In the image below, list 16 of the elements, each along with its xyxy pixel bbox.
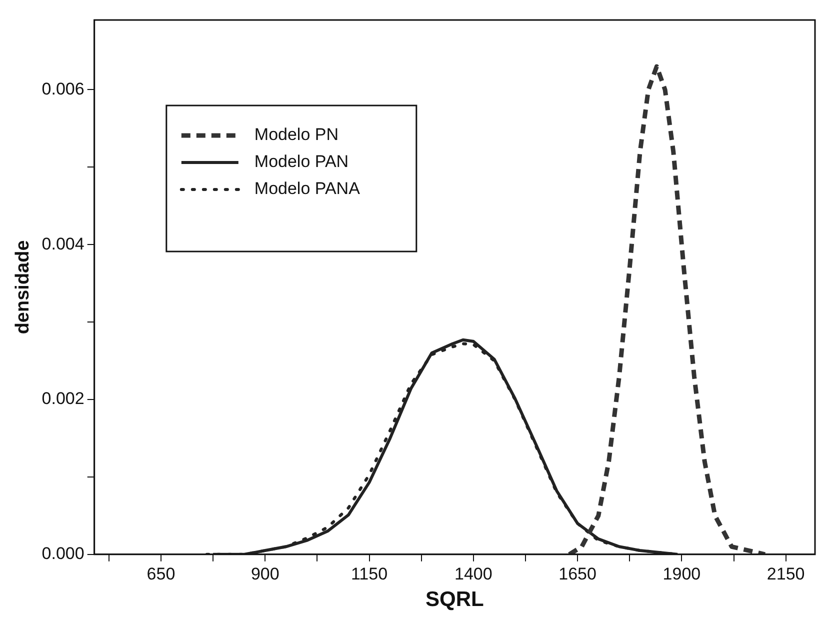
x-tick-label: 900 xyxy=(250,564,280,584)
y-tick-label: 0.000 xyxy=(42,544,84,564)
legend-label: Modelo PANA xyxy=(254,179,361,198)
y-tick-label: 0.006 xyxy=(42,79,84,98)
y-tick-label: 0.004 xyxy=(42,234,84,254)
x-tick-label: 2150 xyxy=(766,564,805,584)
y-axis-title: densidade xyxy=(12,240,34,334)
x-tick-label: 1650 xyxy=(558,564,596,584)
x-tick-label: 1900 xyxy=(662,564,701,584)
x-tick-label: 1150 xyxy=(350,564,388,584)
x-tick-label: 1400 xyxy=(454,564,492,584)
legend-label: Modelo PN xyxy=(254,125,339,144)
y-tick-label: 0.002 xyxy=(42,389,84,408)
x-axis-title: SQRL xyxy=(426,588,484,612)
legend-label: Modelo PAN xyxy=(254,152,349,172)
x-tick-label: 650 xyxy=(146,564,176,584)
